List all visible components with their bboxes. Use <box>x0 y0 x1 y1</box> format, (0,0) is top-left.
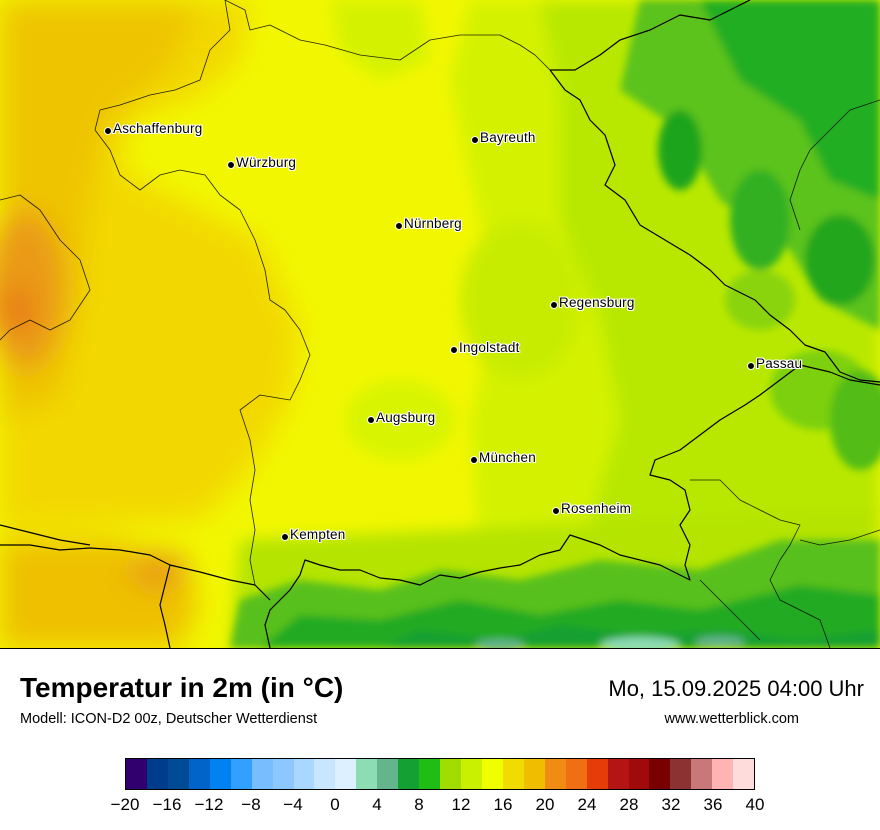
color-legend <box>125 758 755 790</box>
temperature-map: Aschaffenburg Würzburg Bayreuth Nürnberg Reg… <box>0 0 880 649</box>
legend-swatch <box>167 759 189 789</box>
legend-ticks: −20 −16 −12 −8 −4 0 4 8 12 16 20 24 28 32 36 40 <box>111 795 765 817</box>
legend-swatch <box>230 759 252 789</box>
country-borders <box>0 0 880 648</box>
warm-zone-west <box>0 0 300 648</box>
legend-swatch <box>293 759 315 789</box>
legend-swatch <box>251 759 273 789</box>
legend-swatch <box>607 759 629 789</box>
city-label: Rosenheim <box>561 501 632 516</box>
city-dot-icon <box>450 346 458 354</box>
forecast-datetime: Mo, 15.09.2025 04:00 Uhr <box>608 676 864 701</box>
legend-tick-label: 4 <box>372 795 382 814</box>
city-label: Aschaffenburg <box>113 121 203 136</box>
legend-swatch <box>586 759 608 789</box>
legend-swatch <box>377 759 399 789</box>
city-dot-icon <box>227 161 235 169</box>
legend-swatch <box>188 759 210 789</box>
city-dot-icon <box>470 456 478 464</box>
legend-swatch <box>649 759 671 789</box>
legend-swatch <box>335 759 357 789</box>
city-label: Würzburg <box>236 155 297 170</box>
forest-zone-east <box>620 0 880 470</box>
legend-swatch <box>126 759 147 789</box>
page-title: Temperatur in 2m (in °C) <box>20 672 344 703</box>
legend-tick-label: −4 <box>283 795 303 814</box>
city-label: Augsburg <box>376 410 436 425</box>
city-label: Ingolstadt <box>459 340 520 355</box>
legend-swatch <box>419 759 441 789</box>
city-dot-icon <box>104 127 112 135</box>
legend-swatch <box>565 759 587 789</box>
state-borders <box>0 0 880 648</box>
city-dot-icon <box>550 301 558 309</box>
city-dot-icon <box>281 533 289 541</box>
legend-tick-label: 16 <box>493 795 513 814</box>
legend-swatch <box>712 759 734 789</box>
legend-swatch <box>314 759 336 789</box>
legend-swatch <box>502 759 524 789</box>
legend-tick-label: −8 <box>241 795 261 814</box>
legend-swatch <box>146 759 168 789</box>
alps-zone <box>230 540 880 648</box>
website-link[interactable]: www.wetterblick.com <box>664 711 799 727</box>
city-label: Kempten <box>290 527 346 542</box>
legend-swatch <box>544 759 566 789</box>
city-label: Nürnberg <box>404 216 462 231</box>
legend-tick-label: 28 <box>619 795 639 814</box>
legend-tick-label: 40 <box>745 795 765 814</box>
city-label: Passau <box>756 356 803 371</box>
legend-tick-label: 36 <box>703 795 723 814</box>
legend-swatch <box>691 759 713 789</box>
city-label: Bayreuth <box>480 130 536 145</box>
model-info: Modell: ICON-D2 00z, Deutscher Wetterdie… <box>20 711 318 727</box>
legend-tick-label: 0 <box>330 795 340 814</box>
legend-tick-label: 24 <box>577 795 597 814</box>
map-svg <box>0 0 880 648</box>
legend-swatch <box>356 759 378 789</box>
legend-swatch <box>481 759 503 789</box>
legend-swatch <box>733 759 755 789</box>
city-dot-icon <box>367 416 375 424</box>
city-dot-icon <box>471 136 479 144</box>
legend-tick-label: −16 <box>152 795 182 814</box>
legend-swatch <box>209 759 231 789</box>
legend-tick-label: −20 <box>110 795 140 814</box>
legend-swatch <box>272 759 294 789</box>
legend-swatch <box>670 759 692 789</box>
city-label: München <box>479 450 536 465</box>
city-dot-icon <box>552 507 560 515</box>
legend-tick-label: −12 <box>194 795 224 814</box>
city-label: Regensburg <box>559 295 635 310</box>
legend-swatch <box>461 759 482 789</box>
legend-tick-label: 32 <box>661 795 681 814</box>
legend-swatch <box>398 759 420 789</box>
legend-swatch <box>440 759 461 789</box>
city-dot-icon <box>747 362 755 370</box>
legend-tick-label: 12 <box>451 795 471 814</box>
legend-tick-label: 20 <box>535 795 555 814</box>
legend-swatch <box>628 759 650 789</box>
legend-swatch <box>523 759 545 789</box>
legend-tick-label: 8 <box>414 795 424 814</box>
city-dot-icon <box>395 222 403 230</box>
